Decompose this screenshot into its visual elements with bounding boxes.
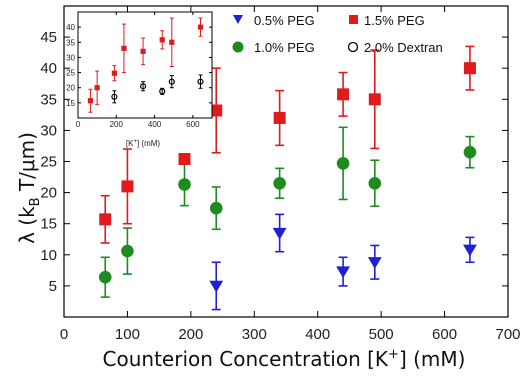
y-tick-label: 5 <box>49 278 57 295</box>
y-axis-label-sub: B <box>28 197 43 206</box>
data-point-1.5-peg <box>463 62 476 75</box>
data-point-0.5-peg <box>272 227 287 240</box>
y-axis-label: λ (kB T/μm) <box>15 132 43 244</box>
inset-x-axis-label: [K+] (mM) <box>126 139 161 148</box>
x-tick-label: 0 <box>60 326 68 343</box>
legend-label-1.5-peg: 1.5% PEG <box>364 13 425 28</box>
data-point-1.0-peg <box>463 145 477 159</box>
inset-y-tick-label: 25 <box>66 69 75 78</box>
data-point-1.0-peg <box>336 157 350 170</box>
data-point-1.0-peg <box>273 176 286 190</box>
inset-data-point-1.5-peg <box>197 24 204 30</box>
inset-data-point-1.5-peg <box>111 70 117 76</box>
legend-label-2.0-dextran: 2.0% Dextran <box>364 40 443 55</box>
legend-marker-1.5-peg <box>349 15 358 24</box>
x-tick-label: 700 <box>495 326 520 343</box>
data-point-1.5-peg <box>121 180 134 193</box>
data-point-1.5-peg <box>337 88 350 101</box>
inset-x-tick-label: 0 <box>76 120 81 129</box>
x-tick-label: 200 <box>178 326 203 343</box>
y-tick-label: 10 <box>40 247 57 264</box>
data-point-0.5-peg <box>463 244 477 257</box>
main-data <box>98 45 477 311</box>
inset-x-axis-label-tail: ] (mM) <box>137 139 160 148</box>
x-tick-label: 100 <box>115 326 140 343</box>
inset-y-tick-label: 30 <box>66 53 75 62</box>
data-point-0.5-peg <box>336 266 350 279</box>
inset-data-point-2.0-dextran <box>140 83 147 90</box>
x-tick-label: 300 <box>242 326 267 343</box>
y-axis-label-prefix: λ (k <box>15 206 39 244</box>
inset-data-point-1.5-peg <box>121 45 127 51</box>
y-axis-label-suffix: T/μm) <box>15 132 39 197</box>
y-tick-label: 15 <box>40 216 57 233</box>
inset-x-axis-label-sup: + <box>133 139 137 145</box>
inset-y-tick-label: 35 <box>66 38 75 47</box>
inset-data-point-2.0-dextran <box>111 93 118 100</box>
inset-x-tick-label: 400 <box>148 120 162 129</box>
x-axis-label-sup: + <box>388 347 399 362</box>
y-tick-label: 30 <box>40 122 57 139</box>
x-axis-label-main: Counterion Concentration [K <box>103 347 389 371</box>
data-point-1.0-peg <box>368 176 382 190</box>
legend-marker-2.0-dextran <box>347 41 359 53</box>
data-point-1.0-peg <box>178 178 191 191</box>
inset-data-point-2.0-dextran <box>168 78 175 85</box>
legend-marker-1.0-peg <box>232 41 244 53</box>
inset-data-point-1.5-peg <box>159 37 165 43</box>
inset-y-tick-label: 15 <box>66 99 75 108</box>
inset-data-point-1.5-peg <box>87 98 94 104</box>
data-point-0.5-peg <box>209 280 224 293</box>
y-tick-label: 25 <box>40 154 57 171</box>
data-point-1.5-peg <box>210 104 223 117</box>
x-tick-label: 500 <box>369 326 394 343</box>
x-tick-label: 400 <box>305 326 330 343</box>
y-tick-label: 20 <box>40 185 57 202</box>
legend-label-0.5-peg: 0.5% PEG <box>254 13 315 28</box>
data-point-1.5-peg <box>178 153 191 166</box>
inset-x-tick-label: 600 <box>186 120 200 129</box>
inset-plot: 0 200 400 600 15 20 25 30 35 40 <box>66 11 213 129</box>
legend: 0.5% PEG 1.5% PEG 1.0% PEG 2.0% Dextran <box>232 13 443 55</box>
legend-label-1.0-peg: 1.0% PEG <box>254 40 315 55</box>
inset-data-point-2.0-dextran <box>159 88 166 95</box>
data-point-1.5-peg <box>273 111 286 124</box>
y-tick-label: 45 <box>40 29 57 46</box>
y-tick-label: 35 <box>40 91 57 108</box>
data-point-1.0-peg <box>98 270 112 284</box>
inset-x-axis-label-main: [K <box>126 139 134 148</box>
inset-y-tick-label: 20 <box>66 84 75 93</box>
inset-data-point-2.0-dextran <box>197 78 204 85</box>
x-tick-label: 600 <box>432 326 457 343</box>
inset-data-point-1.5-peg <box>169 39 175 45</box>
inset-x-tick-label: 200 <box>110 120 124 129</box>
data-point-1.5-peg <box>368 93 381 106</box>
inset-data-point-1.5-peg <box>140 48 146 54</box>
data-point-0.5-peg <box>367 257 382 269</box>
x-axis-label-tail: ] (mM) <box>399 347 466 371</box>
x-axis-label: Counterion Concentration [K+] (mM) <box>103 347 466 371</box>
legend-marker-0.5-peg <box>233 15 243 24</box>
data-point-1.0-peg <box>209 201 223 215</box>
inset-y-tick-label: 40 <box>66 23 75 32</box>
inset-data-point-1.5-peg <box>94 85 100 91</box>
data-point-1.0-peg <box>121 244 134 258</box>
y-tick-label: 40 <box>40 60 57 77</box>
data-point-1.5-peg <box>99 213 112 226</box>
